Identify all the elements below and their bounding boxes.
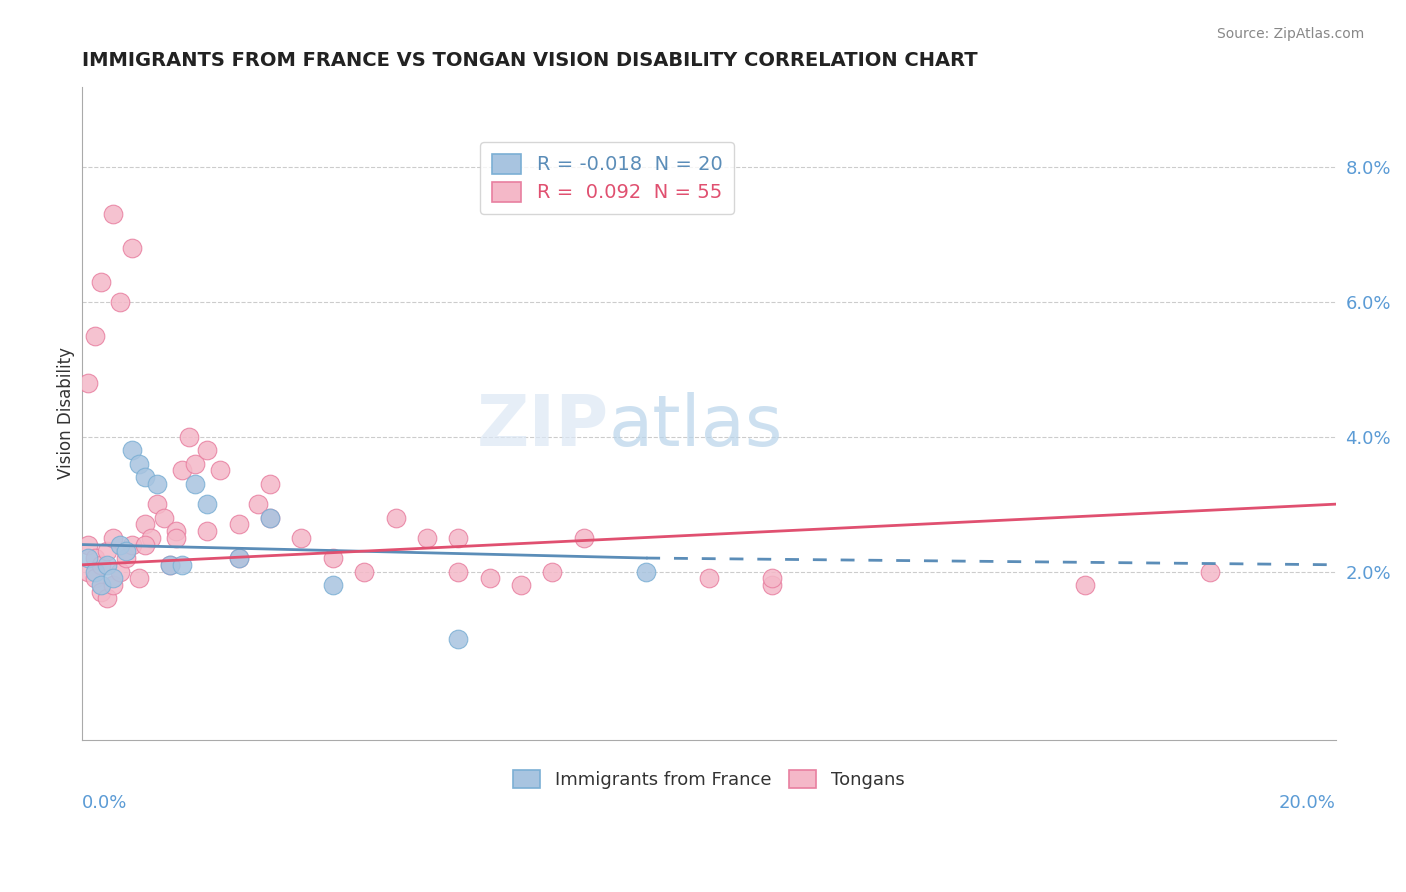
Point [108,565,131,579]
Point [83,565,105,579]
Text: 0.0%: 0.0% [82,794,128,812]
Point [121,538,143,552]
Point [77,565,100,579]
Point [636,565,658,579]
Text: atlas: atlas [609,392,783,461]
Point [384,510,406,524]
Point [103,578,125,592]
Point [761,578,783,592]
Point [121,241,143,255]
Point [259,477,281,491]
Point [172,463,194,477]
Point [103,571,125,585]
Point [96,591,118,606]
Point [115,544,138,558]
Text: Source: ZipAtlas.com: Source: ZipAtlas.com [1216,27,1364,41]
Point [447,632,470,646]
Point [1199,565,1222,579]
Point [761,571,783,585]
Point [572,531,595,545]
Point [83,328,105,343]
Point [228,517,250,532]
Point [134,470,156,484]
Text: IMMIGRANTS FROM FRANCE VS TONGAN VISION DISABILITY CORRELATION CHART: IMMIGRANTS FROM FRANCE VS TONGAN VISION … [82,51,977,70]
Point [259,510,281,524]
Point [208,463,231,477]
Point [172,558,194,572]
Point [197,443,219,458]
Point [77,551,100,566]
Legend: Immigrants from France, Tongans: Immigrants from France, Tongans [506,763,912,797]
Point [152,510,174,524]
Point [128,571,150,585]
Point [541,565,564,579]
Point [165,531,187,545]
Point [121,443,143,458]
Point [90,558,112,572]
Point [259,510,281,524]
Point [77,538,100,552]
Point [447,565,470,579]
Point [416,531,439,545]
Point [128,457,150,471]
Point [146,497,169,511]
Point [96,544,118,558]
Point [108,295,131,310]
Point [322,551,344,566]
Point [134,538,156,552]
Point [478,571,501,585]
Point [90,275,112,289]
Text: ZIP: ZIP [477,392,609,461]
Point [139,531,162,545]
Point [228,551,250,566]
Point [197,497,219,511]
Point [103,531,125,545]
Point [290,531,312,545]
Point [134,517,156,532]
Point [159,558,181,572]
Point [197,524,219,538]
Point [165,524,187,538]
Point [509,578,531,592]
Point [353,565,375,579]
Point [184,477,207,491]
Y-axis label: Vision Disability: Vision Disability [58,347,75,479]
Point [177,430,200,444]
Point [228,551,250,566]
Point [108,538,131,552]
Point [103,207,125,221]
Point [90,578,112,592]
Point [184,457,207,471]
Point [159,558,181,572]
Point [83,551,105,566]
Point [246,497,269,511]
Point [1074,578,1097,592]
Point [115,551,138,566]
Point [96,558,118,572]
Point [447,531,470,545]
Point [322,578,344,592]
Point [83,571,105,585]
Point [146,477,169,491]
Text: 20.0%: 20.0% [1279,794,1336,812]
Point [697,571,720,585]
Point [90,584,112,599]
Point [77,376,100,390]
